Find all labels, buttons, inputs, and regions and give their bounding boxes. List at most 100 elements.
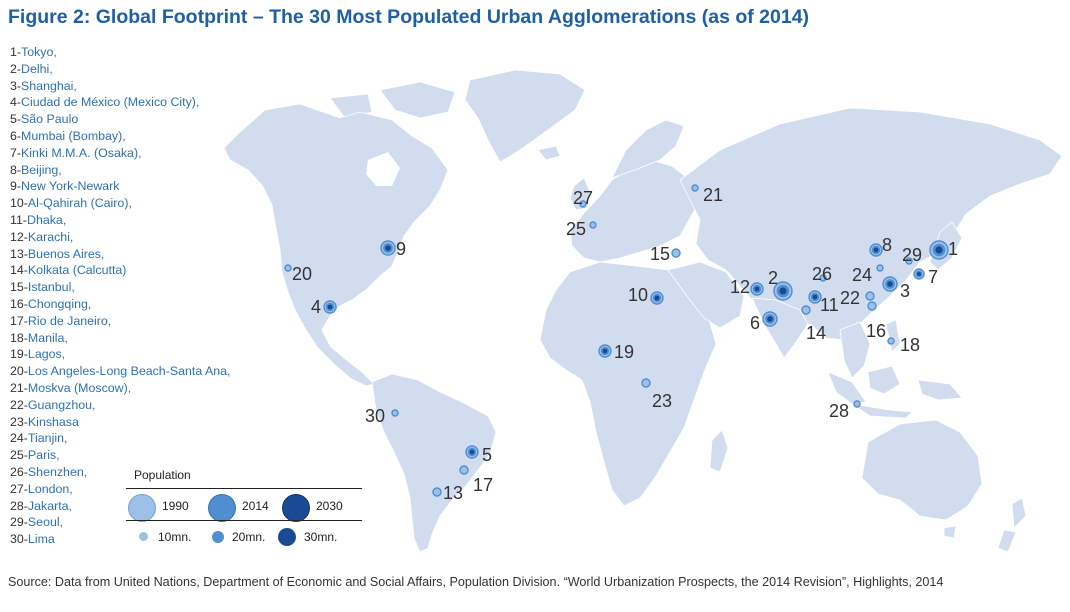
city-name: New York-Newark [21,179,120,194]
city-name: Istanbul, [27,280,75,295]
legend-divider [126,488,362,489]
city-list-item: 25-Paris, [10,447,230,464]
city-rank: 21- [10,380,28,395]
legend-20mn-label: 20mn. [232,530,266,544]
city-rank: 15- [10,280,28,295]
city-list-item: 15-Istanbul, [10,279,230,296]
city-list-item: 29-Seoul, [10,514,230,531]
city-list-item: 14-Kolkata (Calcutta) [10,262,230,279]
city-rank: 20- [10,364,28,379]
city-name: Kolkata (Calcutta) [27,263,127,278]
land-masses [223,69,1063,553]
city-list-item: 1-Tokyo, [10,44,230,61]
city-marker [691,184,699,192]
city-rank: 24- [10,431,28,446]
city-list-item: 11-Dhaka, [10,212,230,229]
city-marker [867,301,877,311]
city-rank: 4- [10,95,22,110]
greenland [464,69,586,163]
city-rank: 25- [10,448,28,463]
city-marker-label: 4 [311,297,321,317]
city-list-item: 7-Kinki M.M.A. (Osaka), [10,145,230,162]
city-name: Paris, [27,448,60,463]
city-list-item: 28-Jakarta, [10,498,230,515]
city-marker-label: 6 [750,313,760,333]
city-list-item: 30-Lima [10,531,230,548]
city-name: Delhi, [21,61,53,76]
se-asia [839,321,871,379]
arabia [667,261,745,329]
city-marker-label: 5 [482,445,492,465]
city-list-item: 3-Shanghai, [10,78,230,95]
city-marker [905,257,913,265]
city-marker-label: 28 [829,401,849,421]
city-name: Manila, [27,330,68,345]
city-list-item: 18-Manila, [10,330,230,347]
city-marker [459,465,469,475]
legend-10mn-dot [139,532,148,541]
city-name: São Paulo [21,112,79,127]
city-markers [284,184,949,497]
city-name: Chongqing, [27,296,92,311]
city-marker [579,200,587,208]
south-america [371,373,497,553]
city-marker-label: 2 [768,268,778,288]
city-marker [819,274,827,282]
legend-title: Population [134,468,191,482]
legend-2014-label: 2014 [242,499,269,513]
city-marker-2030 [935,246,943,254]
city-marker-label: 7 [928,267,938,287]
city-rank: 14- [10,263,28,278]
city-list-item: 22-Guangzhou, [10,397,230,414]
city-rank: 27- [10,481,28,496]
city-marker [853,400,861,408]
city-list-item: 19-Lagos, [10,346,230,363]
city-rank: 12- [10,229,28,244]
city-marker-label: 26 [812,264,832,284]
city-marker [876,264,884,272]
city-list-item: 6-Mumbai (Bombay), [10,128,230,145]
city-marker [284,264,292,272]
city-list-item: 20-Los Angeles-Long Beach-Santa Ana, [10,363,230,380]
city-rank: 19- [10,347,28,362]
city-name: Jakarta, [27,498,72,513]
figure-title: Figure 2: Global Footprint – The 30 Most… [8,6,810,28]
legend-30mn-dot [278,528,296,546]
city-marker-label: 20 [292,264,312,284]
city-rank: 17- [10,313,28,328]
population-legend: Population 1990 2014 2030 10mn. 20mn. 30… [126,466,364,550]
city-name: Los Angeles-Long Beach-Santa Ana, [27,364,231,379]
city-name: Mumbai (Bombay), [21,128,126,143]
city-marker-label: 11 [820,295,839,315]
scandinavia [611,119,685,179]
city-marker-2030 [654,295,660,301]
city-marker-2030 [469,449,475,455]
city-marker-2030 [812,294,818,300]
city-name: Buenos Aires, [27,246,105,261]
city-name: Kinki M.M.A. (Osaka), [21,145,142,160]
city-rank: 3- [10,78,22,93]
city-rank: 22- [10,397,28,412]
north-america [223,103,449,387]
city-marker-2030 [873,247,879,253]
city-rank: 28- [10,498,28,513]
city-name: Shenzhen, [27,464,88,479]
city-marker-label: 21 [703,185,723,205]
city-rank: 13- [10,246,28,261]
city-marker [865,291,875,301]
city-rank: 11- [10,212,27,227]
city-name: London, [27,481,73,496]
city-list-item: 21-Moskva (Moscow), [10,380,230,397]
city-name: Dhaka, [27,212,67,227]
city-rank: 18- [10,330,28,345]
city-name: Shanghai, [21,78,77,93]
city-rank: 10- [10,196,28,211]
city-marker-2030 [917,272,921,276]
city-marker [641,378,651,388]
city-marker-label: 30 [365,406,385,426]
city-marker-label: 22 [840,288,860,308]
city-list-item: 26-Shenzhen, [10,464,230,481]
city-rank: 2- [10,61,22,76]
legend-20mn-dot [212,531,224,543]
